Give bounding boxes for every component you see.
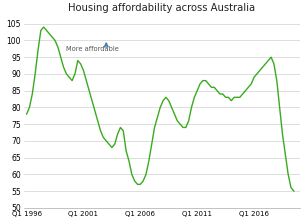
Title: Housing affordability across Australia: Housing affordability across Australia <box>68 4 255 13</box>
Text: More affordable: More affordable <box>66 46 119 52</box>
